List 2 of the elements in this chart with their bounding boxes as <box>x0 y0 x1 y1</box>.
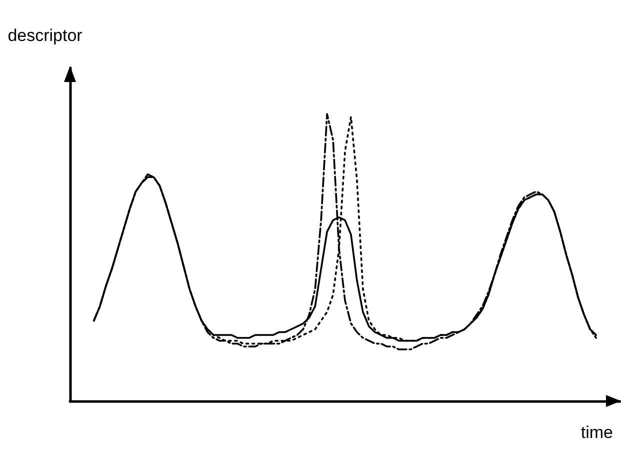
x-axis-title: time <box>580 423 614 442</box>
y-axis-title: descriptor <box>8 26 83 45</box>
